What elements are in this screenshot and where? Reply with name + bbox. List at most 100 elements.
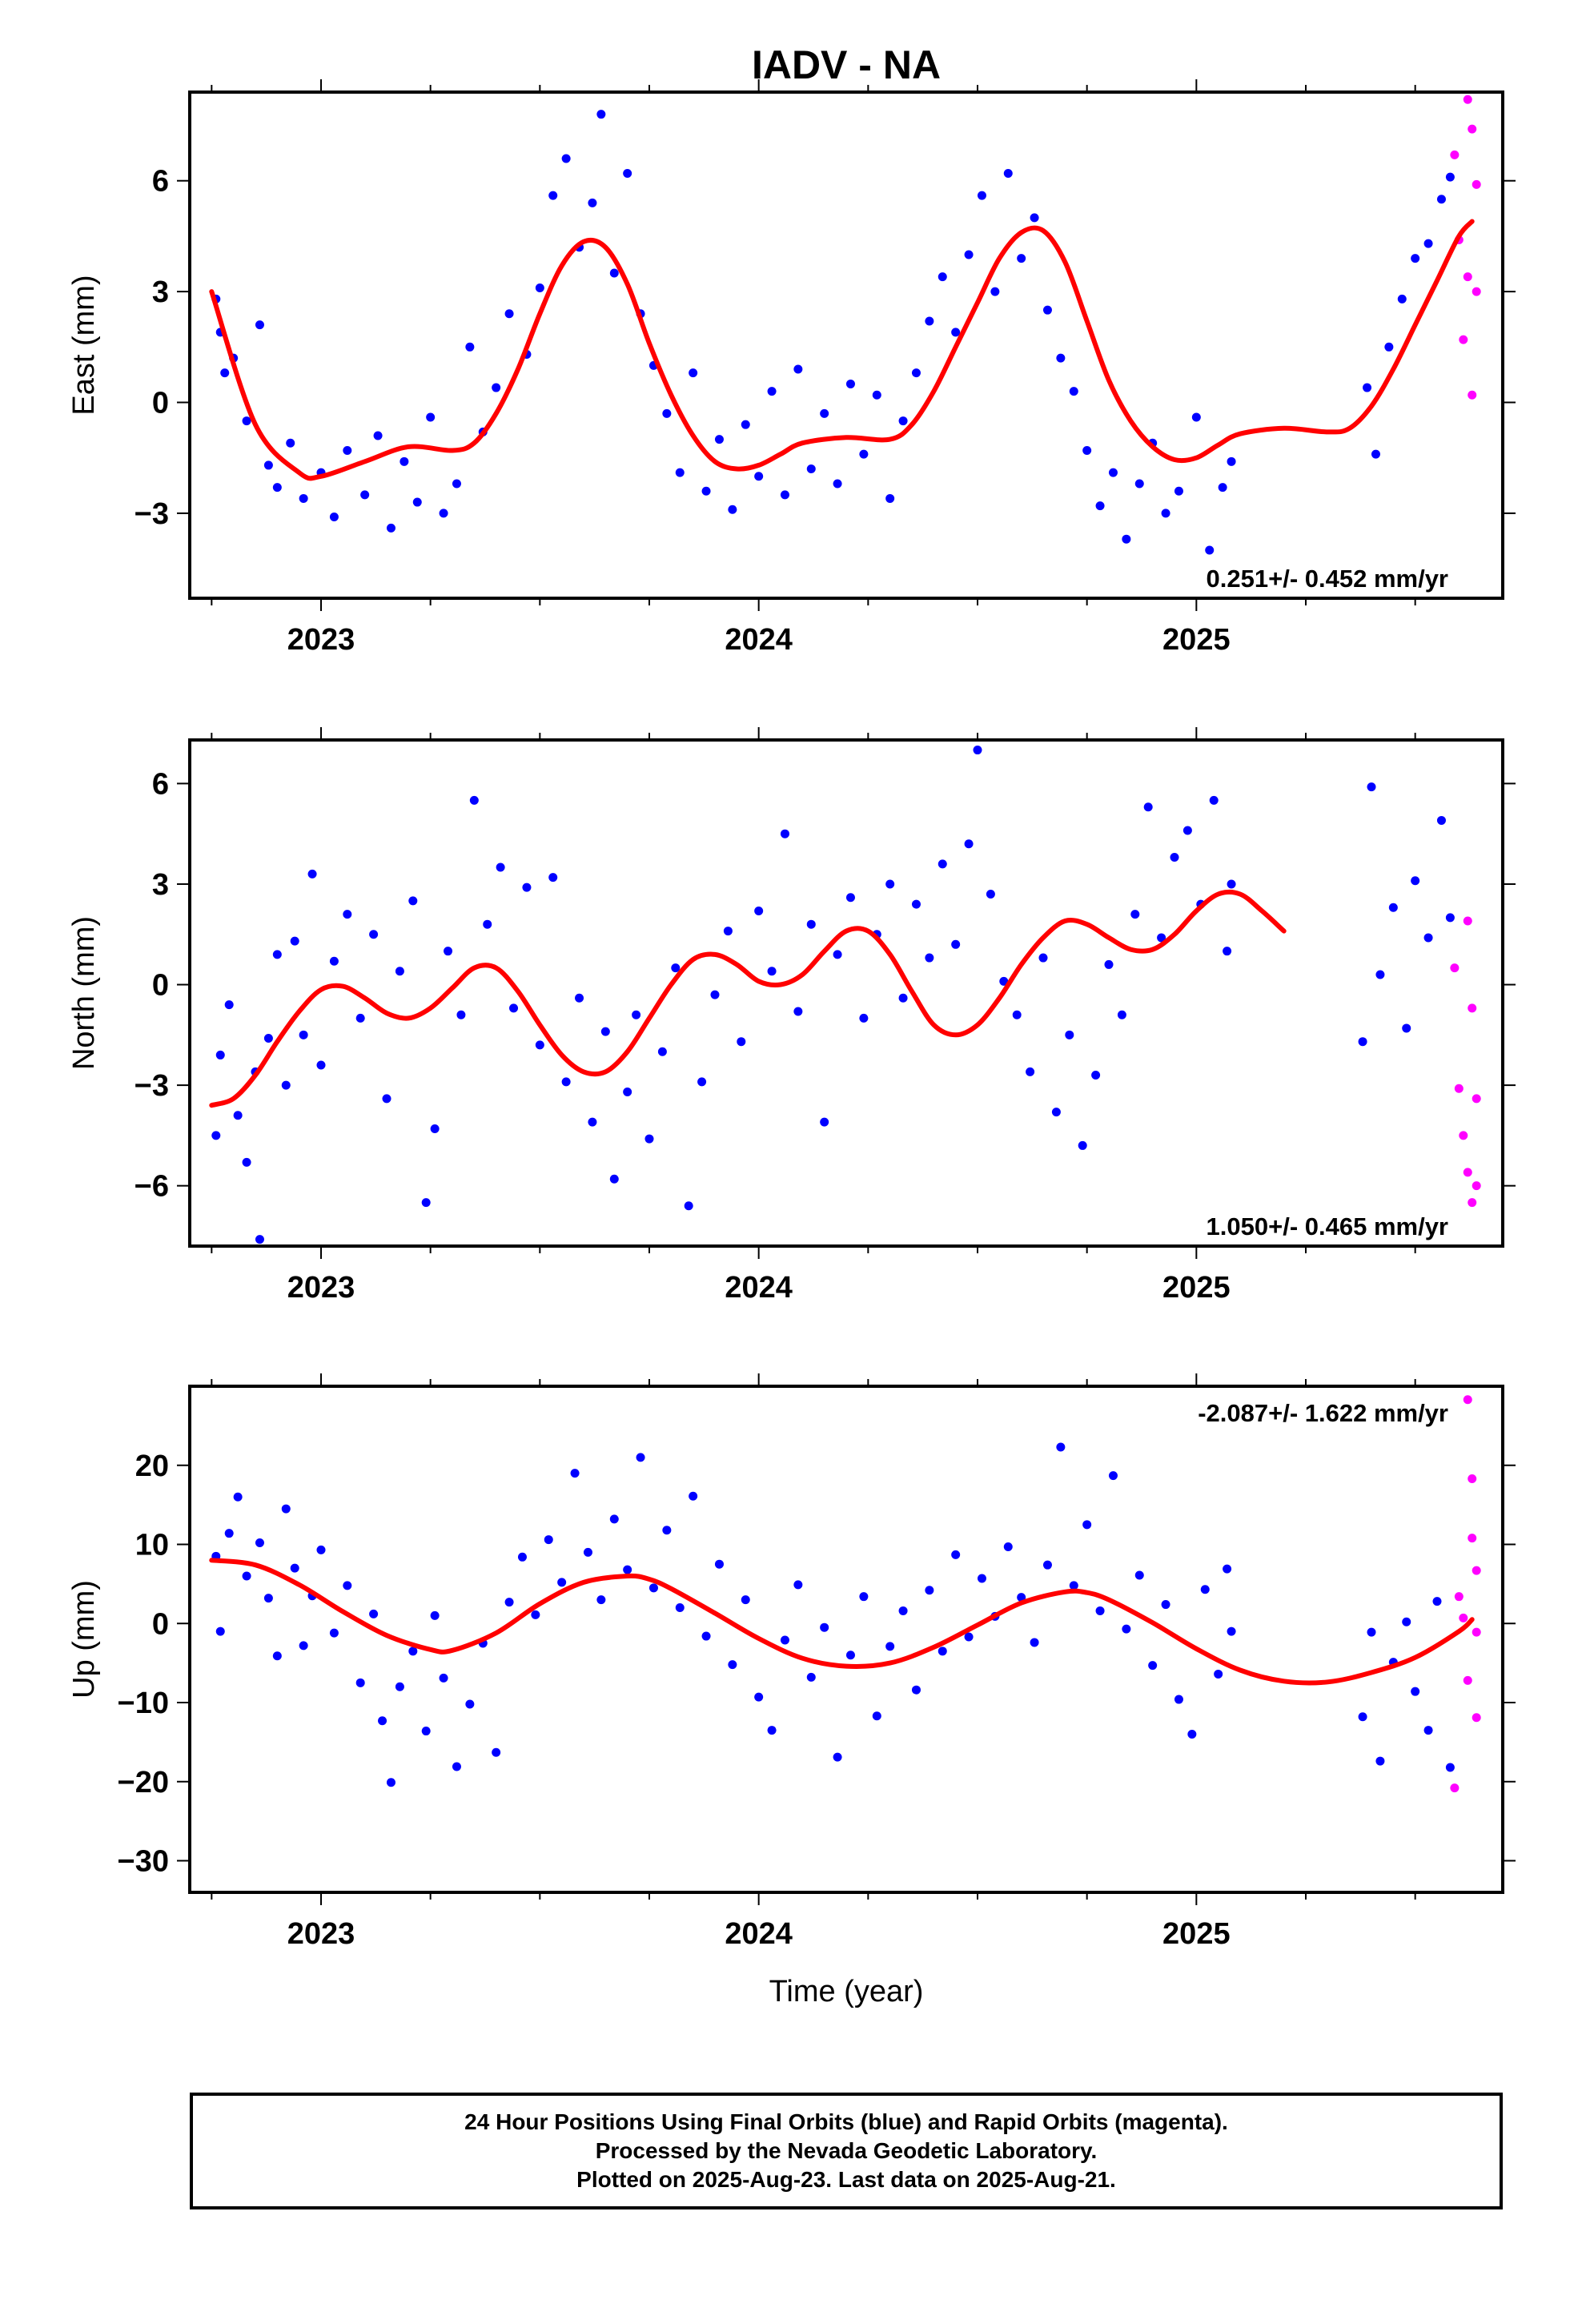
- rapid-orbit-point: [1463, 1168, 1472, 1177]
- final-orbit-point: [662, 408, 672, 418]
- rate-annotation: 1.050+/- 0.465 mm/yr: [1207, 1212, 1448, 1240]
- final-orbit-point: [1134, 479, 1144, 489]
- final-orbit-point: [1003, 168, 1013, 178]
- final-orbit-point: [1423, 1726, 1433, 1735]
- final-orbit-point: [224, 1000, 234, 1010]
- final-orbit-point: [557, 1578, 567, 1587]
- final-orbit-point: [1402, 1023, 1411, 1033]
- final-orbit-point: [710, 990, 720, 999]
- final-orbit-point: [1065, 1030, 1074, 1039]
- final-orbit-point: [1187, 1730, 1197, 1739]
- model-curve: [209, 1558, 1475, 1686]
- final-orbit-point: [793, 1007, 803, 1016]
- rapid-orbit-point: [1463, 94, 1472, 104]
- final-orbit-point: [636, 1453, 645, 1462]
- final-orbit-point: [1069, 1581, 1078, 1590]
- rapid-orbit-point: [1468, 1534, 1477, 1543]
- final-orbit-point: [263, 460, 273, 470]
- final-orbit-point: [1411, 1687, 1420, 1696]
- final-orbit-point: [465, 1699, 475, 1709]
- final-orbit-point: [1205, 545, 1215, 555]
- final-orbit-point: [833, 479, 842, 489]
- rapid-orbit-point: [1463, 1675, 1472, 1685]
- y-tick-label: −6: [135, 1170, 169, 1204]
- final-orbit-point: [316, 1060, 326, 1070]
- final-orbit-point: [386, 523, 396, 533]
- final-orbit-point: [925, 953, 934, 963]
- final-orbit-point: [561, 1077, 571, 1087]
- final-orbit-point: [272, 950, 282, 959]
- final-orbit-point: [925, 1586, 934, 1595]
- final-orbit-point: [596, 1595, 606, 1605]
- final-orbit-point: [885, 493, 895, 503]
- final-orbit-point: [644, 1134, 654, 1144]
- x-tick-label: 2025: [1162, 1917, 1231, 1951]
- final-orbit-point: [548, 191, 558, 200]
- final-orbit-point: [395, 967, 404, 976]
- rapid-orbit-point: [1450, 1783, 1460, 1793]
- rapid-orbit-point: [1468, 390, 1477, 400]
- panel-3: 2023 2024 2025 −30 −20 −10 0 10 20 Up (mm) Time (y…: [67, 1373, 1516, 2008]
- final-orbit-point: [255, 320, 264, 330]
- final-orbit-point: [1423, 933, 1433, 943]
- x-tick-label: 2025: [1162, 1271, 1231, 1305]
- final-orbit-point: [531, 1610, 540, 1619]
- final-orbit-point: [714, 435, 724, 444]
- final-orbit-point: [662, 1526, 672, 1535]
- final-orbit-point: [509, 1003, 519, 1013]
- rapid-orbit-point: [1472, 179, 1481, 189]
- rapid-orbit-point: [1472, 1181, 1481, 1191]
- final-orbit-point: [1358, 1712, 1367, 1722]
- final-orbit-point: [898, 1606, 908, 1615]
- final-orbit-point: [964, 250, 974, 259]
- final-orbit-point: [671, 963, 681, 973]
- x-tick-label: 2023: [287, 1271, 355, 1305]
- plot-area: [209, 1395, 1481, 1793]
- footer-line-3: Plotted on 2025-Aug-23. Last data on 202…: [576, 2167, 1116, 2192]
- final-orbit-point: [1174, 1695, 1183, 1704]
- final-orbit-point: [833, 1752, 842, 1762]
- final-orbit-point: [220, 368, 230, 378]
- final-orbit-point: [1214, 1669, 1223, 1679]
- x-tick-label: 2024: [725, 1917, 793, 1951]
- y-tick-label: 0: [152, 1607, 169, 1641]
- final-orbit-point: [689, 368, 698, 378]
- final-orbit-point: [1056, 353, 1066, 363]
- final-orbit-point: [535, 283, 544, 292]
- final-orbit-point: [1423, 239, 1433, 248]
- final-orbit-point: [684, 1201, 693, 1211]
- final-orbit-point: [938, 1647, 947, 1656]
- y-tick-label: 10: [135, 1529, 169, 1562]
- plot-frame: [188, 90, 1504, 600]
- final-orbit-point: [623, 1565, 632, 1574]
- final-orbit-point: [741, 420, 750, 429]
- final-orbit-point: [1042, 1560, 1052, 1570]
- rapid-orbit-point: [1472, 1566, 1481, 1575]
- final-orbit-point: [426, 412, 436, 422]
- final-orbit-point: [1095, 1606, 1105, 1615]
- final-orbit-point: [767, 967, 777, 976]
- final-orbit-point: [299, 1641, 308, 1651]
- rapid-orbit-point: [1463, 272, 1472, 282]
- final-orbit-point: [675, 468, 685, 477]
- final-orbit-point: [452, 479, 461, 489]
- rapid-orbit-point: [1468, 1003, 1477, 1013]
- final-orbit-point: [395, 1682, 404, 1691]
- final-orbit-point: [793, 1580, 803, 1590]
- rapid-orbit-point: [1472, 1627, 1481, 1637]
- final-orbit-point: [233, 1492, 243, 1502]
- final-orbit-point: [1038, 953, 1048, 963]
- final-orbit-point: [412, 497, 422, 507]
- final-orbit-point: [697, 1077, 707, 1087]
- final-orbit-point: [343, 1581, 352, 1590]
- final-orbit-point: [588, 198, 597, 207]
- final-orbit-point: [1227, 879, 1236, 889]
- final-orbit-point: [938, 859, 947, 869]
- final-orbit-point: [1191, 412, 1201, 422]
- final-orbit-point: [754, 1692, 764, 1702]
- final-orbit-point: [1082, 445, 1092, 455]
- final-orbit-point: [1117, 1010, 1126, 1019]
- final-orbit-point: [1069, 387, 1078, 396]
- final-orbit-point: [263, 1594, 273, 1603]
- final-orbit-point: [951, 939, 961, 949]
